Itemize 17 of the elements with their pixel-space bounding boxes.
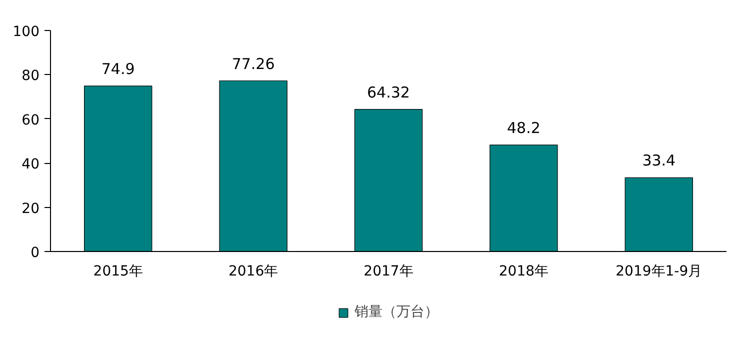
data-label: 64.32 bbox=[367, 83, 410, 102]
legend-label: 销量（万台） bbox=[354, 303, 438, 321]
y-tick-label: 20 bbox=[22, 200, 40, 217]
x-tick-label: 2016年 bbox=[228, 264, 278, 280]
y-tick-label: 60 bbox=[22, 112, 40, 128]
x-tick-label: 2018年 bbox=[498, 264, 549, 280]
y-tick-label: 40 bbox=[22, 156, 40, 173]
x-tick-label: 2015年 bbox=[93, 264, 143, 280]
data-label: 48.2 bbox=[507, 118, 540, 137]
y-tick-label: 80 bbox=[22, 68, 40, 84]
data-label: 33.4 bbox=[642, 152, 676, 170]
data-label: 77.26 bbox=[232, 54, 275, 73]
x-tick-label: 2019年1-9月 bbox=[616, 264, 702, 280]
x-tick-label: 2017年 bbox=[364, 264, 414, 280]
y-tick-label: 100 bbox=[12, 24, 40, 40]
y-tick-label: 0 bbox=[30, 245, 40, 261]
data-label: 74.9 bbox=[101, 60, 135, 78]
